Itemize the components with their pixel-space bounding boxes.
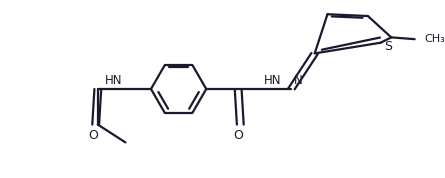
Text: S: S xyxy=(384,40,392,53)
Text: HN: HN xyxy=(105,74,122,87)
Text: N: N xyxy=(293,74,302,87)
Text: O: O xyxy=(89,129,98,142)
Text: O: O xyxy=(233,129,243,142)
Text: HN: HN xyxy=(264,74,281,87)
Text: CH₃: CH₃ xyxy=(424,34,445,44)
